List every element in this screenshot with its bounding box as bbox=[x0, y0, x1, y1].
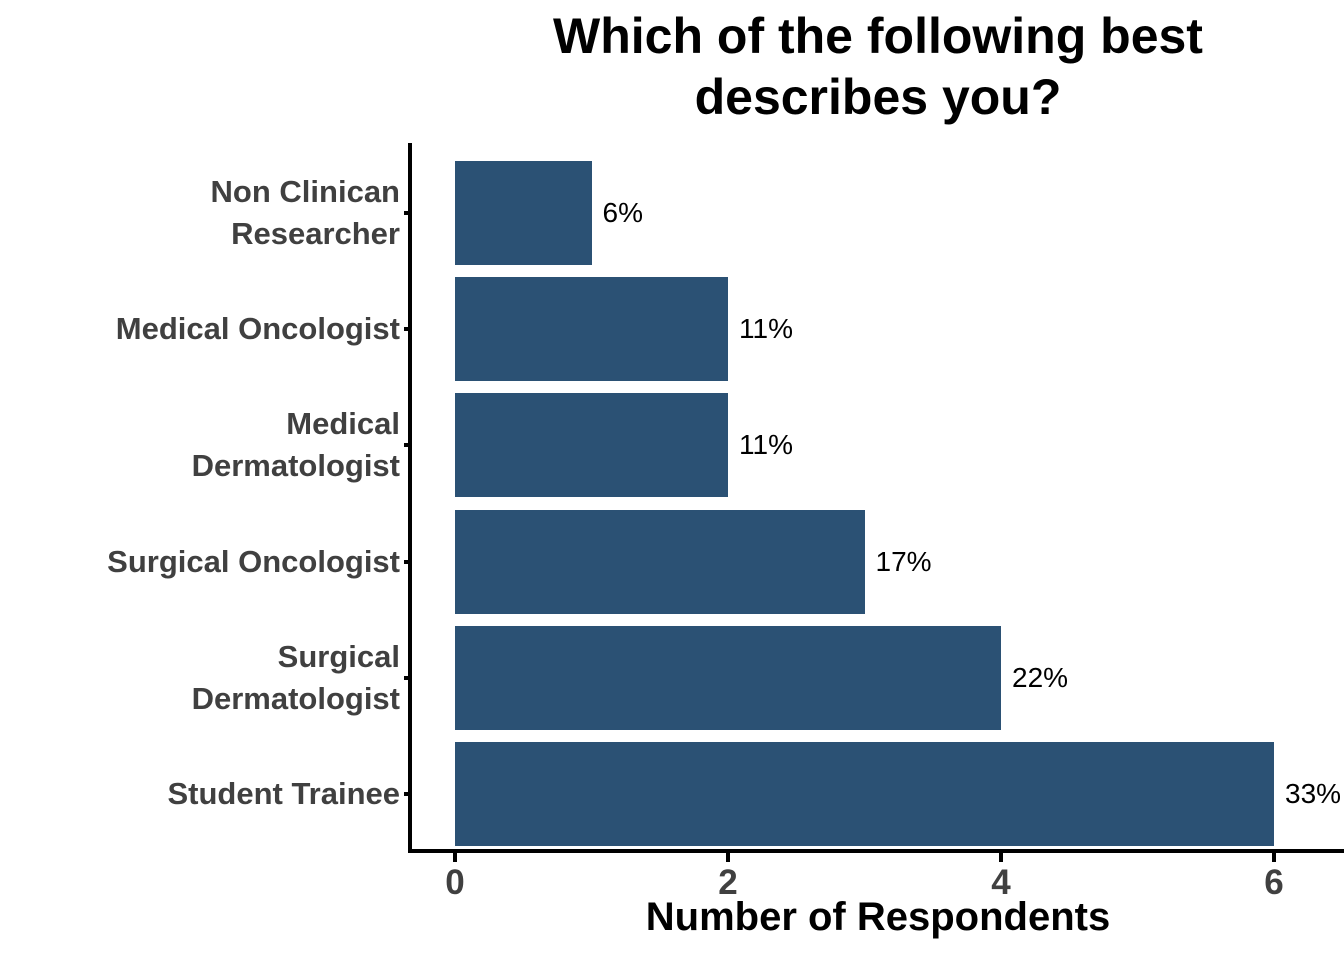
y-axis-category-label: Medical Dermatologist bbox=[0, 403, 400, 487]
x-axis-tick bbox=[726, 853, 730, 862]
bar-1 bbox=[455, 277, 728, 382]
bar-value-label: 11% bbox=[739, 429, 793, 461]
x-axis-tick-label: 2 bbox=[718, 863, 738, 902]
y-axis-line bbox=[408, 143, 412, 853]
bar-5 bbox=[455, 742, 1274, 846]
x-axis-tick-label: 6 bbox=[1264, 863, 1284, 902]
bar-2 bbox=[455, 393, 728, 498]
y-axis-category-label-line: Surgical bbox=[277, 638, 400, 674]
y-axis-category-label: Non Clinican Researcher bbox=[0, 171, 400, 255]
x-axis-tick-label: 0 bbox=[445, 863, 465, 902]
chart-title-line-1: Which of the following best bbox=[553, 8, 1203, 64]
x-axis-line bbox=[408, 849, 1344, 853]
bar-value-label: 22% bbox=[1012, 661, 1069, 693]
bar-value-label: 33% bbox=[1285, 778, 1342, 809]
x-axis-tick bbox=[453, 853, 457, 862]
y-axis-category-label: Medical Oncologist bbox=[0, 308, 400, 350]
y-axis-tick bbox=[404, 211, 412, 215]
bar-3 bbox=[455, 509, 865, 614]
x-axis-title: Number of Respondents bbox=[645, 895, 1111, 939]
y-axis-category-label-line: Surgical Oncologist bbox=[107, 543, 400, 579]
y-axis-tick bbox=[404, 559, 412, 564]
y-axis-tick bbox=[404, 792, 412, 796]
y-axis-category-label: Surgical Oncologist bbox=[0, 541, 400, 583]
y-axis-category-label-line: Dermatologist bbox=[191, 680, 400, 716]
y-axis-category-label-line: Medical Oncologist bbox=[115, 311, 400, 347]
chart-title-line-2: describes you? bbox=[694, 69, 1062, 125]
bar-value-label: 11% bbox=[739, 313, 793, 345]
y-axis-category-label-line: Dermatologist bbox=[191, 448, 400, 484]
y-axis-category-label: Student Trainee bbox=[0, 773, 400, 815]
chart-title: Which of the following best describes yo… bbox=[412, 6, 1344, 128]
x-axis-tick-label: 4 bbox=[991, 863, 1011, 902]
y-axis-category-label: Surgical Dermatologist bbox=[0, 636, 400, 720]
bar-value-label: 17% bbox=[875, 545, 932, 577]
bar-value-label: 6% bbox=[602, 197, 643, 228]
y-axis-category-label-line: Medical bbox=[286, 406, 400, 442]
plot-panel: 6% 11% 11% 17% 22% 33% bbox=[412, 143, 1344, 849]
x-axis-tick bbox=[999, 853, 1003, 862]
y-axis-category-label-line: Student Trainee bbox=[167, 776, 400, 811]
bar-4 bbox=[455, 625, 1001, 730]
y-axis-category-label-line: Non Clinican bbox=[210, 174, 400, 209]
y-axis-category-label-line: Researcher bbox=[231, 216, 400, 251]
bar-0 bbox=[455, 161, 592, 265]
y-axis-tick bbox=[404, 443, 412, 448]
x-axis-tick bbox=[1272, 853, 1276, 862]
y-axis-tick bbox=[404, 675, 412, 680]
y-axis-tick bbox=[404, 327, 412, 332]
